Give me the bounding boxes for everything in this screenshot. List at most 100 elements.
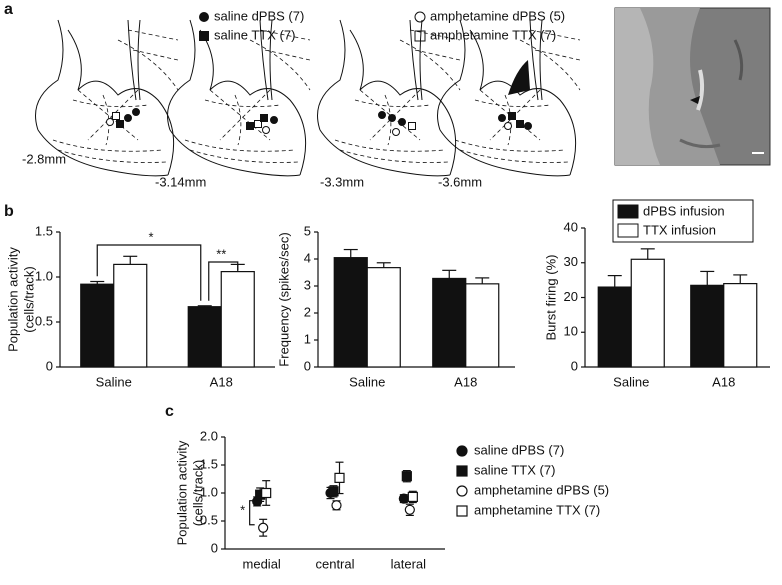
section-marker [398,118,406,126]
significance-bracket [249,500,255,526]
y-tick-label: 0.5 [200,512,218,527]
panel-label: b [4,203,14,220]
legend-marker [456,445,468,457]
y-tick-label: 1 [304,331,311,346]
bar [366,267,401,368]
section-marker [516,120,524,128]
legend-text: amphetamine dPBS (5) [430,8,565,23]
section-dash [334,29,461,163]
section-marker [508,112,516,120]
legend-text: amphetamine TTX (7) [474,502,600,517]
significance-label: * [148,229,153,244]
legend-marker [199,12,209,22]
legend-text: saline dPBS (7) [474,442,564,457]
y-tick-label: 10 [564,324,578,339]
y-axis-label: Population activity [5,247,20,352]
legend-swatch [617,223,639,238]
x-tick-label: Saline [349,374,385,389]
legend-marker [414,11,426,23]
y-tick-label: 0 [304,358,311,373]
ventricle [508,60,530,95]
y-tick-label: 20 [564,289,578,304]
bar [80,283,115,368]
bar [597,286,632,368]
section-outline [437,19,577,177]
y-tick-label: 0 [46,358,53,373]
y-axis-label: Burst firing (%) [543,255,558,341]
significance-label: * [240,503,245,518]
y-tick-label: 0.5 [35,313,53,328]
legend-text: saline TTX (7) [474,462,555,477]
point [407,491,418,503]
y-tick-label: 0 [571,358,578,373]
point [328,486,339,497]
section-marker [106,118,114,126]
y-tick-label: 1.0 [35,268,53,283]
section-label: -3.3mm [320,174,364,189]
y-tick-label: 1.5 [200,456,218,471]
legend-text: saline dPBS (7) [214,8,304,23]
section-marker [408,122,416,130]
section-label: -2.8mm [22,151,66,166]
section-marker [270,116,278,124]
brain-section [167,19,311,177]
section-marker [378,111,386,119]
point [401,471,412,482]
section-marker [116,120,124,128]
legend-text: saline TTX (7) [214,27,295,42]
y-axis-label: (cells/track) [21,266,36,332]
y-tick-label: 2 [304,304,311,319]
section-marker [388,114,396,122]
brain-section [317,19,461,177]
bar [333,257,368,368]
section-marker [246,122,254,130]
section-marker [112,112,120,120]
section-outline [167,19,307,177]
section-outline [35,19,175,177]
significance-bracket [96,244,202,301]
significance-label: ** [216,246,226,261]
y-tick-label: 30 [564,254,578,269]
legend-marker [414,30,426,42]
section-marker [260,114,268,122]
section-marker [262,126,270,134]
legend-marker [456,485,468,497]
point [398,493,409,504]
bar [113,263,148,368]
bar [630,258,665,368]
significance-bracket [208,261,239,301]
section-marker [132,108,140,116]
point [331,500,342,511]
x-tick-label: A18 [712,374,735,389]
legend-text: amphetamine dPBS (5) [474,482,609,497]
y-tick-label: 1.0 [200,484,218,499]
point [258,522,269,533]
bar [723,283,758,368]
y-tick-label: 4 [304,250,311,265]
section-marker [254,120,262,128]
y-tick-label: 1.5 [35,223,53,238]
y-tick-label: 2.0 [200,428,218,443]
bar [465,283,500,368]
brain-section [35,19,179,177]
brain-section [437,19,581,177]
bar [220,271,255,368]
section-label: -3.14mm [155,174,206,189]
section-dash [454,29,581,163]
y-axis-label: Frequency (spikes/sec) [276,232,291,366]
x-tick-label: Saline [613,374,649,389]
bar [432,277,467,368]
section-outline [317,19,457,177]
point [261,487,272,499]
legend-text: dPBS infusion [643,203,725,218]
x-tick-label: medial [243,556,281,571]
x-tick-label: central [315,556,354,571]
section-marker [524,122,532,130]
bar [690,284,725,368]
x-tick-label: lateral [391,556,427,571]
section-label: -3.6mm [438,174,482,189]
legend-text: TTX infusion [643,222,716,237]
y-tick-label: 3 [304,277,311,292]
y-tick-label: 40 [564,219,578,234]
